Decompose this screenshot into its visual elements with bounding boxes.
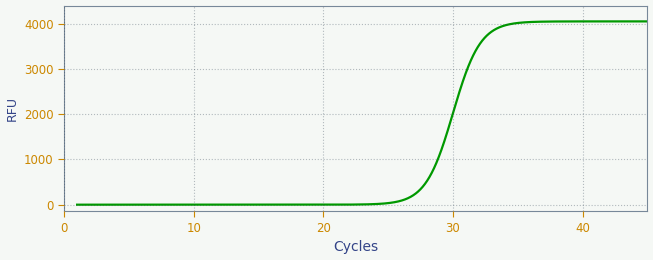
X-axis label: Cycles: Cycles <box>333 240 378 255</box>
Y-axis label: RFU: RFU <box>6 96 18 121</box>
